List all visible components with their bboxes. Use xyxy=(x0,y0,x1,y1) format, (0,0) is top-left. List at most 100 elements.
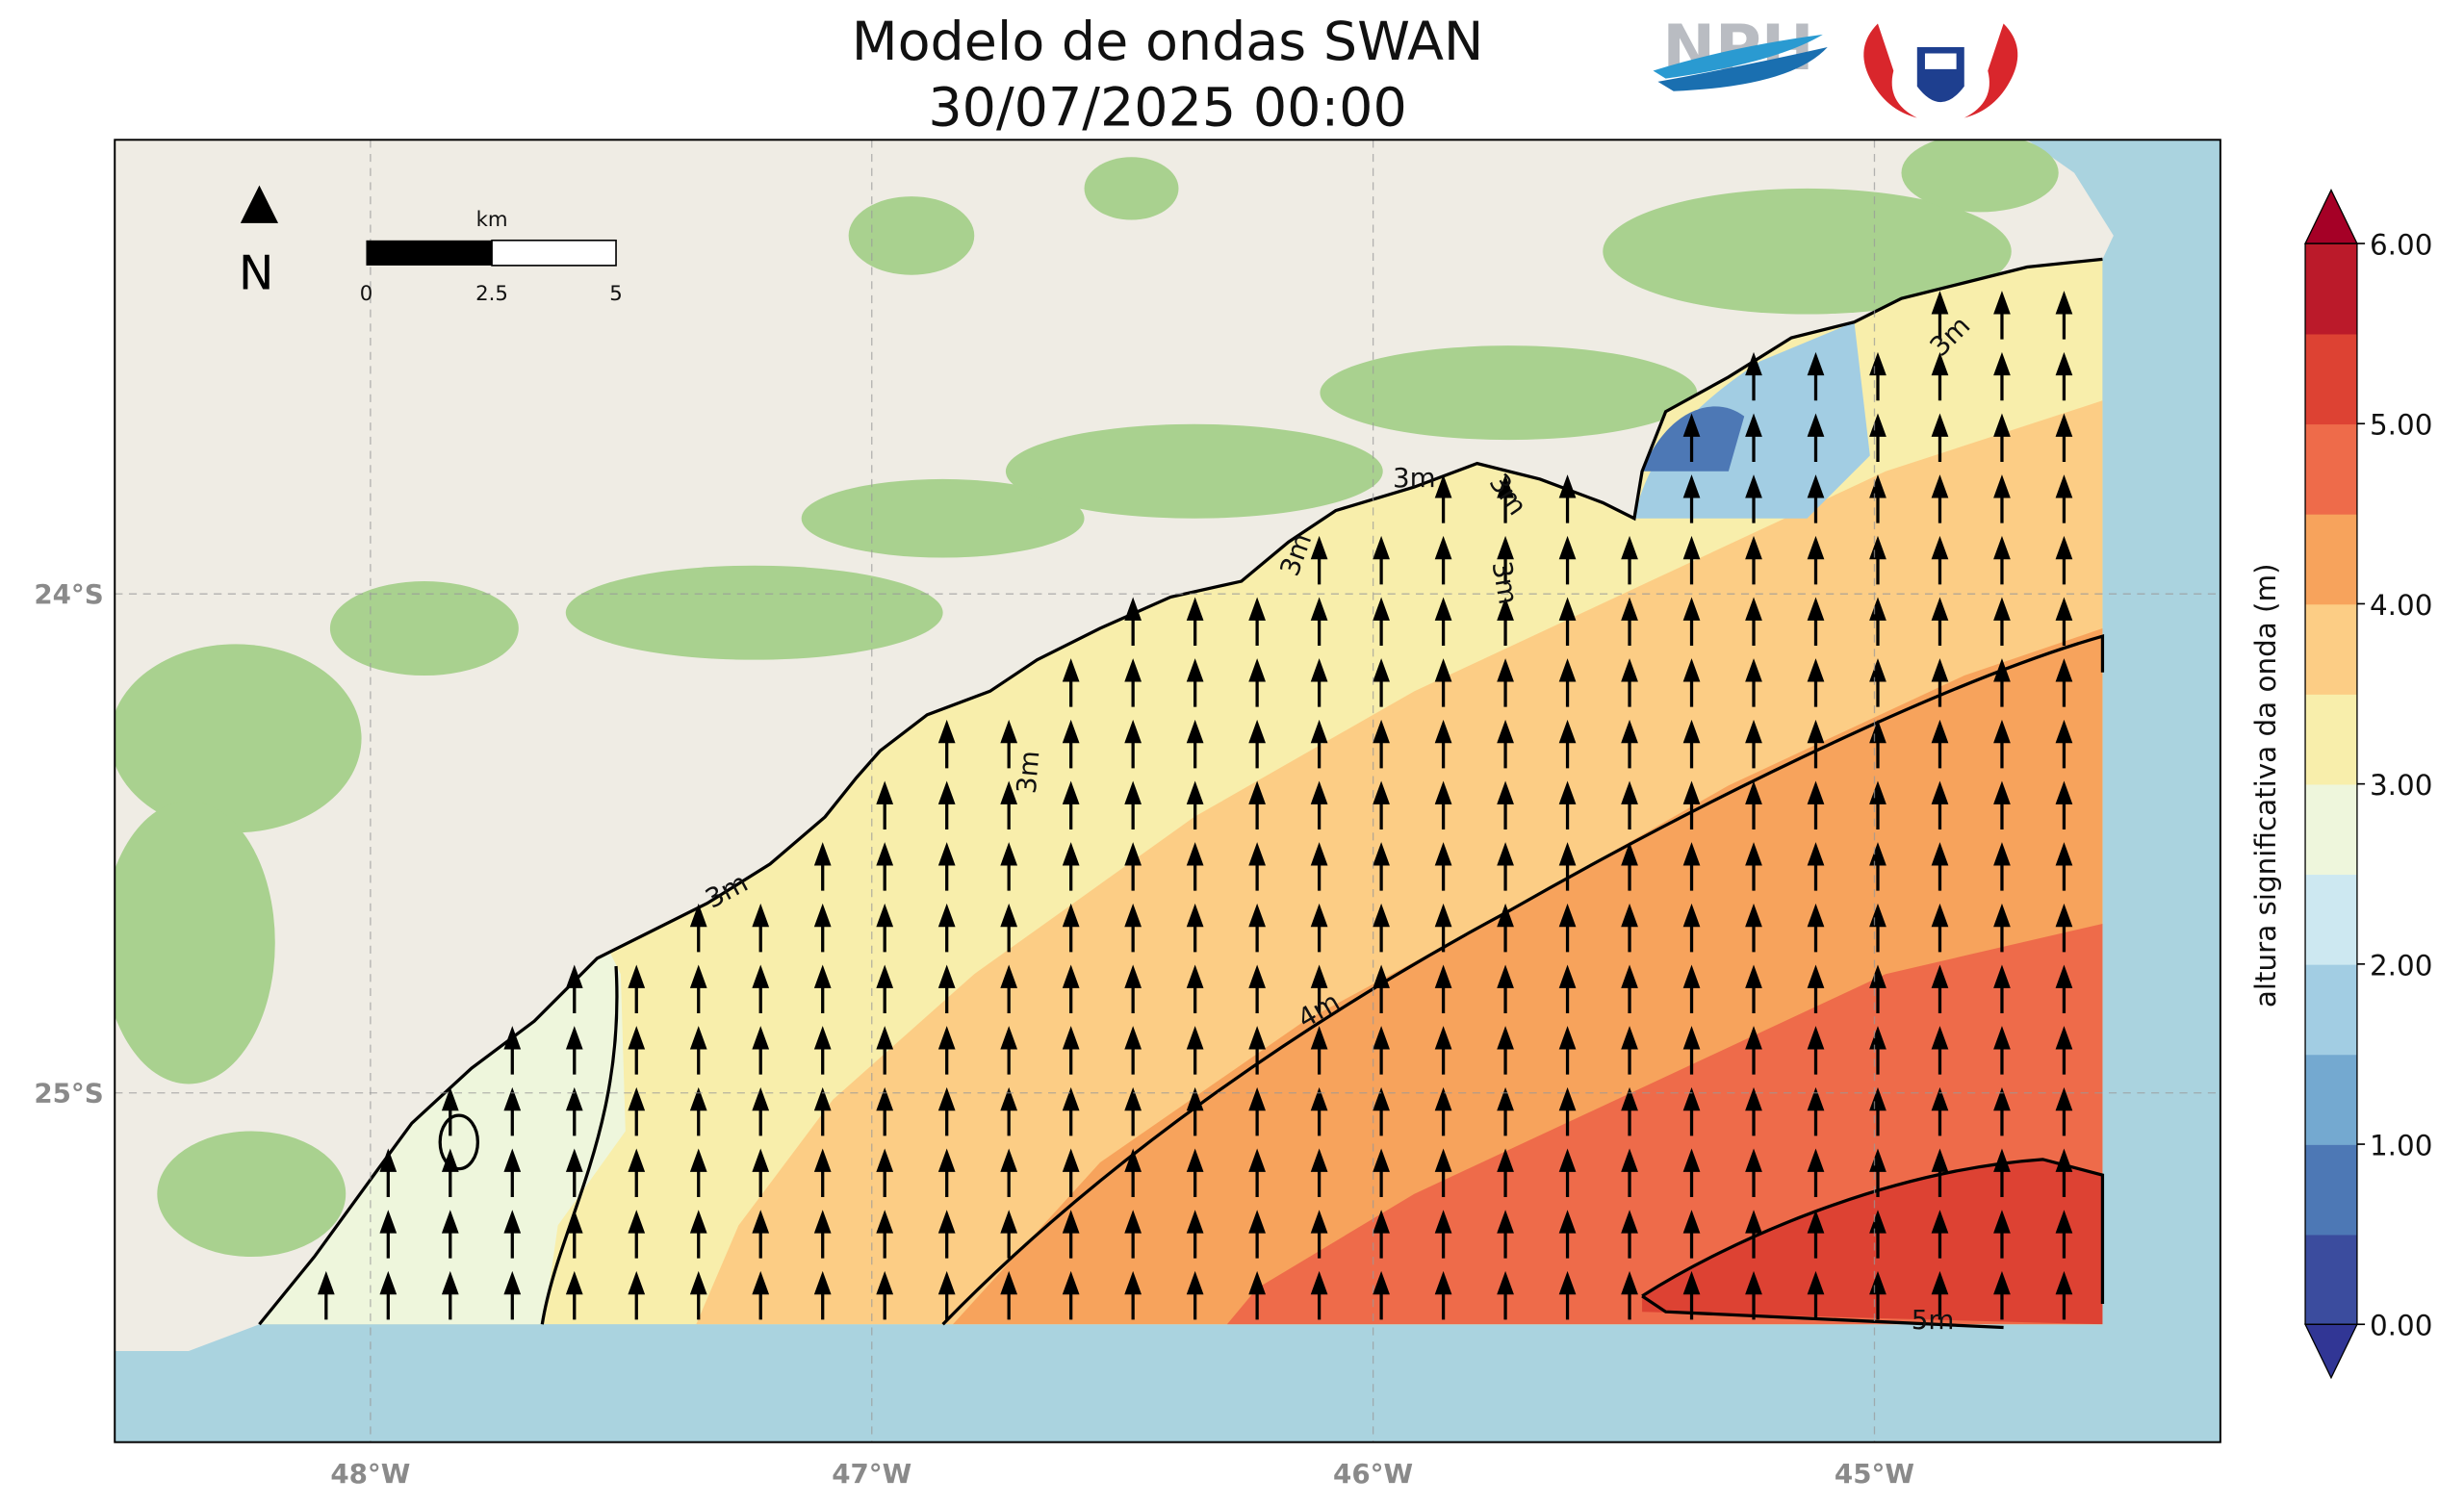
wave-arrow xyxy=(1186,903,1204,953)
wave-arrow xyxy=(1807,719,1825,769)
wave-arrow xyxy=(1186,842,1204,891)
wave-arrow xyxy=(1993,535,2011,585)
wave-arrow xyxy=(752,903,770,953)
wave-arrow xyxy=(1931,1270,1949,1320)
wave-arrow xyxy=(876,1210,894,1259)
wave-arrow xyxy=(1434,1026,1452,1075)
wave-arrow xyxy=(1497,964,1514,1014)
wave-arrow xyxy=(1373,535,1390,585)
colorbar-extend xyxy=(2304,189,2358,244)
wave-arrow xyxy=(1682,1026,1701,1075)
wave-arrow xyxy=(1682,413,1701,462)
colorbar: 0.00 1.00 2.00 3.00 4.00 5.00 6.00 xyxy=(2304,189,2432,1380)
colorbar-segment xyxy=(2305,333,2357,425)
wave-arrow xyxy=(1497,842,1514,891)
wave-arrow xyxy=(689,1210,707,1259)
wave-arrow xyxy=(1248,1210,1266,1259)
wave-arrow xyxy=(1434,842,1452,891)
wave-arrow xyxy=(813,1148,832,1198)
wave-arrow xyxy=(1248,964,1266,1014)
wave-arrow xyxy=(1186,719,1204,769)
wave-arrow xyxy=(1931,1210,1949,1259)
wave-arrow xyxy=(1745,413,1762,462)
wave-arrow xyxy=(2055,413,2073,462)
wave-arrow xyxy=(565,1026,583,1075)
wave-arrow xyxy=(1062,1026,1080,1075)
wave-arrow xyxy=(1931,964,1949,1014)
wave-arrow xyxy=(1745,658,1762,707)
wave-arrow xyxy=(1434,1210,1452,1259)
scale-label: 2.5 xyxy=(475,282,508,306)
wave-arrow xyxy=(1434,903,1452,953)
wave-arrow xyxy=(1000,1148,1018,1198)
wave-arrow xyxy=(752,1148,770,1198)
wave-arrow xyxy=(1807,1026,1825,1075)
title-line-1: Modelo de ondas SWAN xyxy=(852,11,1484,73)
wave-arrow xyxy=(1373,658,1390,707)
wave-arrow xyxy=(2055,780,2073,829)
wave-arrow xyxy=(1931,658,1949,707)
wave-arrow xyxy=(876,1148,894,1198)
wave-arrow xyxy=(1373,597,1390,646)
wave-arrow xyxy=(937,719,956,769)
wave-arrow xyxy=(1558,535,1577,585)
wave-arrow xyxy=(1373,1086,1390,1136)
wave-arrow xyxy=(689,1026,707,1075)
wave-arrow xyxy=(2055,658,2073,707)
colorbar-tick-label: 4.00 xyxy=(2370,589,2432,622)
wave-arrow xyxy=(1373,842,1390,891)
scale-unit: km xyxy=(476,208,508,232)
wave-arrow xyxy=(937,1270,956,1320)
wave-arrow xyxy=(2055,597,2073,646)
grid xyxy=(115,140,2220,1442)
wave-arrow xyxy=(1062,658,1080,707)
wave-arrow xyxy=(2055,842,2073,891)
wave-arrow xyxy=(1621,1026,1638,1075)
scale-bar: km 0 2.5 5 xyxy=(360,208,623,306)
wave-arrow xyxy=(441,1270,459,1320)
wave-arrow xyxy=(1745,351,1762,401)
wave-arrow xyxy=(1807,658,1825,707)
wave-arrow xyxy=(1993,474,2011,523)
wave-arrow xyxy=(1682,964,1701,1014)
logo-emblem xyxy=(1863,23,2018,118)
wave-arrow xyxy=(1993,1210,2011,1259)
wave-arrow xyxy=(1807,474,1825,523)
wave-arrow xyxy=(1745,964,1762,1014)
wave-arrow xyxy=(628,1026,646,1075)
wave-arrow xyxy=(1931,780,1949,829)
wave-arrow xyxy=(1310,964,1328,1014)
wave-arrow xyxy=(1000,1026,1018,1075)
wave-arrow xyxy=(1558,1210,1577,1259)
wave-arrow xyxy=(1931,351,1949,401)
wave-arrow xyxy=(628,1086,646,1136)
wave-arrow xyxy=(1434,535,1452,585)
wave-arrow xyxy=(1869,658,1886,707)
wave-arrow xyxy=(1186,1148,1204,1198)
wave-arrow xyxy=(1124,1210,1142,1259)
wave-arrow xyxy=(1497,1210,1514,1259)
wave-arrow xyxy=(1621,1270,1638,1320)
wave-arrow xyxy=(1558,780,1577,829)
wave-arrow xyxy=(1434,1086,1452,1136)
north-arrow: N xyxy=(239,185,279,300)
wave-arrow xyxy=(1000,842,1018,891)
wave-arrow xyxy=(1248,903,1266,953)
wave-arrow xyxy=(1124,842,1142,891)
wave-arrow xyxy=(1000,1086,1018,1136)
wave-arrow xyxy=(1000,1210,1018,1259)
wave-arrow xyxy=(1373,1148,1390,1198)
wave-arrow xyxy=(813,1026,832,1075)
wave-arrow xyxy=(1807,964,1825,1014)
wave-arrow xyxy=(1497,903,1514,953)
wave-arrow xyxy=(1434,597,1452,646)
y-tick-label: 25°S xyxy=(34,1078,103,1110)
wave-arrow xyxy=(1248,1270,1266,1320)
wave-arrow xyxy=(1682,597,1701,646)
wave-arrow xyxy=(1000,780,1018,829)
wave-arrow xyxy=(1621,780,1638,829)
wave-arrow xyxy=(1310,597,1328,646)
wave-arrow xyxy=(1497,1086,1514,1136)
wave-arrow xyxy=(1186,1210,1204,1259)
